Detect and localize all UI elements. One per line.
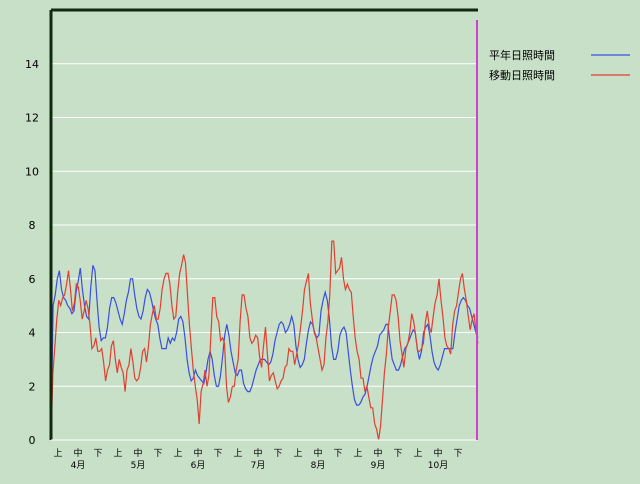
x-tick-label: 中 [373,447,382,459]
month-label: 7月 [251,460,266,471]
month-label: 4月 [71,460,86,471]
x-tick-label: 下 [213,449,222,459]
x-tick-label: 中 [73,447,82,459]
month-label: 6月 [191,460,206,471]
x-tick-label: 中 [133,447,142,459]
y-tick-label-0: 0 [29,434,36,447]
y-tick-label-8: 8 [29,219,36,232]
legend-label-2: 移動日照時間 [489,68,555,82]
x-tick-label: 中 [253,447,262,459]
x-tick-label: 中 [433,447,442,459]
y-tick-label-10: 10 [25,165,39,178]
y-tick-label-4: 4 [29,327,36,340]
y-tick-label-2: 2 [29,380,36,393]
x-tick-label: 上 [413,448,422,459]
grid-lines [51,63,478,387]
x-tick-label: 下 [333,449,342,459]
x-tick-label: 下 [273,449,282,459]
series-line-2 [50,240,479,441]
month-label: 8月 [311,460,326,471]
x-tick-labels: 上中下上中下上中下上中下上中下上中下上中下 [53,447,462,459]
month-label: 9月 [371,460,386,471]
x-tick-label: 下 [453,449,462,459]
x-tick-label: 上 [173,448,182,459]
axes [49,8,478,441]
legend-label-1: 平年日照時間 [489,48,555,62]
month-label: 10月 [428,460,448,471]
y-tick-label-12: 12 [25,112,39,125]
x-tick-label: 上 [353,448,362,459]
x-tick-label: 上 [233,448,242,459]
y-tick-label-14: 14 [25,58,39,71]
x-tick-label: 下 [153,449,162,459]
series-lines [50,240,479,441]
x-tick-label: 中 [313,447,322,459]
month-labels: 4月 5月 6月 7月 8月 9月 10月 [71,460,449,471]
x-tick-label: 上 [53,448,62,459]
x-tick-label: 中 [193,447,202,459]
y-tick-labels: 0 2 4 6 8 10 12 14 [25,58,39,447]
month-label: 5月 [131,460,146,471]
y-tick-label-6: 6 [29,273,36,286]
x-tick-label: 下 [393,449,402,459]
x-tick-label: 上 [113,448,122,459]
x-tick-label: 上 [293,448,302,459]
x-tick-label: 下 [93,449,102,459]
